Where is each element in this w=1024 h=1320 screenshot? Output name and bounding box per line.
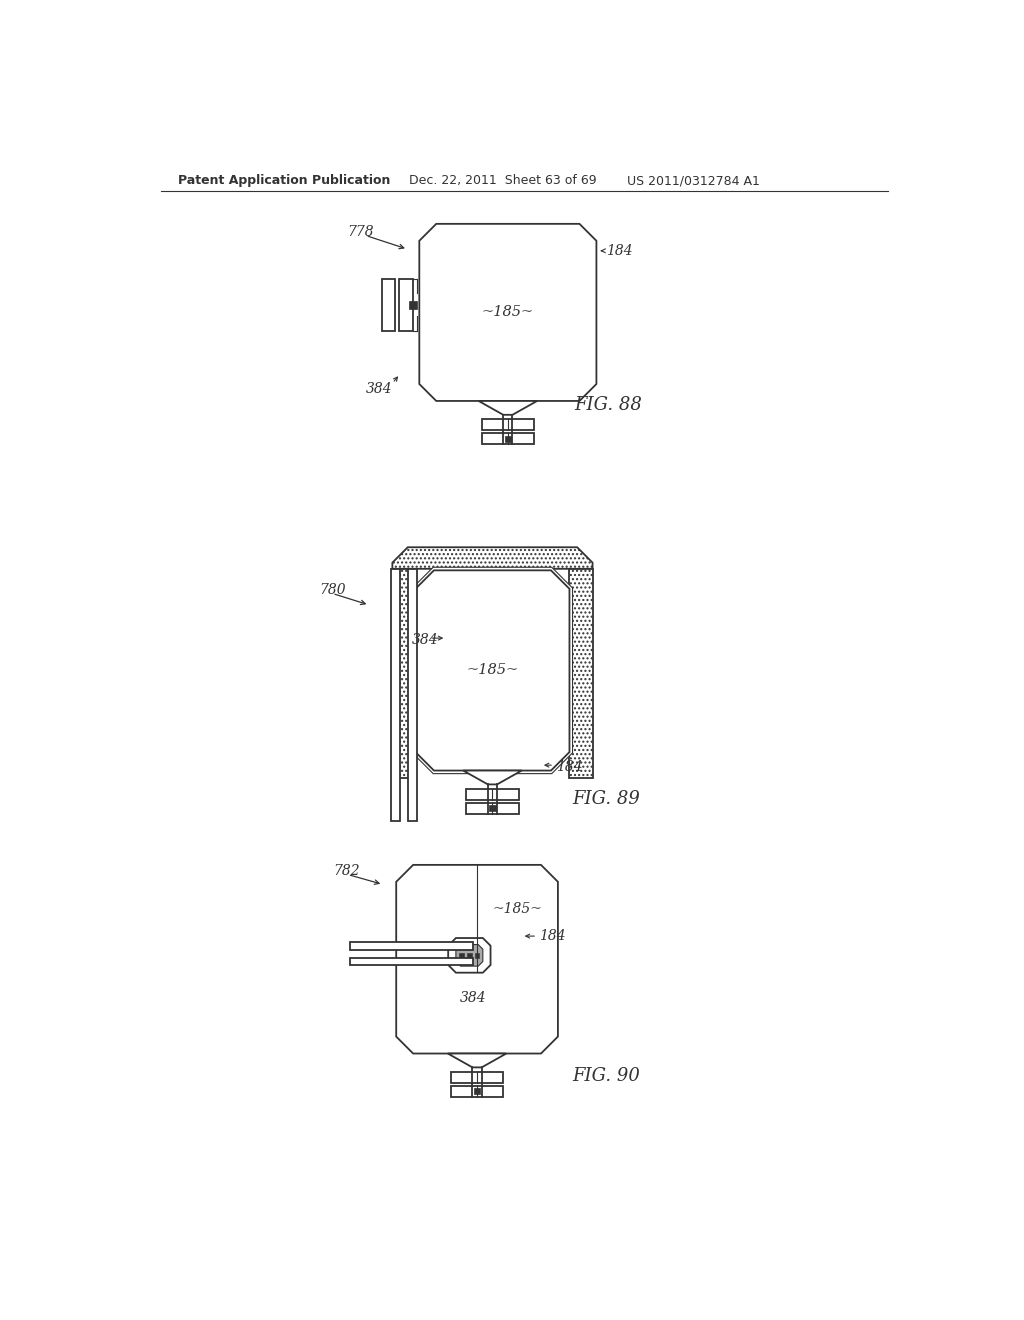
- Polygon shape: [449, 939, 490, 973]
- Text: 384: 384: [412, 632, 438, 647]
- Polygon shape: [396, 865, 558, 1053]
- Bar: [466, 803, 518, 813]
- Bar: [382, 279, 395, 331]
- Text: ~185~: ~185~: [466, 664, 518, 677]
- Text: 782: 782: [333, 863, 359, 878]
- Bar: [451, 1072, 503, 1082]
- Text: 384: 384: [460, 991, 486, 1005]
- Polygon shape: [413, 568, 572, 774]
- Polygon shape: [419, 224, 596, 401]
- Text: FIG. 89: FIG. 89: [572, 791, 640, 808]
- Bar: [408, 569, 417, 821]
- Text: 184: 184: [556, 760, 583, 774]
- Text: ~185~: ~185~: [481, 305, 534, 319]
- Bar: [466, 789, 518, 800]
- Polygon shape: [392, 548, 593, 569]
- Text: 384: 384: [366, 383, 392, 396]
- Bar: [399, 279, 413, 331]
- Bar: [481, 433, 535, 444]
- Bar: [505, 436, 511, 442]
- Bar: [391, 569, 400, 821]
- Text: FIG. 88: FIG. 88: [574, 396, 642, 413]
- Bar: [481, 420, 535, 430]
- Bar: [451, 1086, 503, 1097]
- Polygon shape: [456, 945, 483, 966]
- Bar: [392, 569, 416, 779]
- Polygon shape: [416, 570, 569, 771]
- Text: Dec. 22, 2011  Sheet 63 of 69: Dec. 22, 2011 Sheet 63 of 69: [410, 174, 597, 187]
- Bar: [460, 953, 464, 958]
- Text: 778: 778: [348, 224, 375, 239]
- Bar: [474, 1088, 480, 1094]
- Bar: [350, 942, 473, 950]
- Text: 184: 184: [539, 929, 565, 942]
- Bar: [410, 301, 417, 309]
- Text: FIG. 90: FIG. 90: [572, 1068, 640, 1085]
- Bar: [350, 958, 473, 965]
- Polygon shape: [463, 771, 521, 784]
- Bar: [467, 953, 472, 958]
- Polygon shape: [447, 1053, 506, 1068]
- Text: 184: 184: [606, 244, 633, 257]
- Bar: [475, 953, 479, 958]
- Text: US 2011/0312784 A1: US 2011/0312784 A1: [628, 174, 760, 187]
- Text: ~185~: ~185~: [493, 902, 543, 916]
- Polygon shape: [478, 401, 538, 414]
- Text: 780: 780: [319, 582, 346, 597]
- Bar: [569, 569, 593, 779]
- Text: Patent Application Publication: Patent Application Publication: [178, 174, 391, 187]
- Bar: [489, 805, 496, 812]
